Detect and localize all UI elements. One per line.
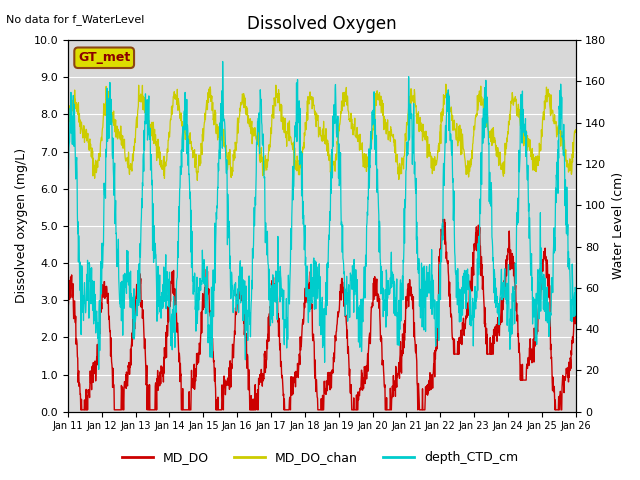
- depth_CTD_cm: [95, 367, 102, 372]
- MD_DO: [291, 380, 298, 385]
- MD_DO: [353, 407, 361, 413]
- Title: Dissolved Oxygen: Dissolved Oxygen: [247, 15, 397, 33]
- MD_DO_chan: [442, 81, 450, 87]
- Text: GT_met: GT_met: [78, 51, 131, 64]
- MD_DO_chan: [572, 127, 579, 132]
- MD_DO: [124, 362, 132, 368]
- Line: MD_DO_chan: MD_DO_chan: [68, 84, 575, 180]
- MD_DO_chan: [353, 125, 361, 131]
- depth_CTD_cm: [354, 296, 362, 301]
- depth_CTD_cm: [300, 212, 307, 218]
- depth_CTD_cm: [572, 290, 579, 296]
- Text: No data for f_WaterLevel: No data for f_WaterLevel: [6, 14, 145, 25]
- MD_DO_chan: [193, 178, 201, 183]
- MD_DO_chan: [291, 164, 298, 170]
- MD_DO: [300, 321, 307, 327]
- depth_CTD_cm: [219, 59, 227, 64]
- MD_DO: [64, 315, 72, 321]
- MD_DO: [280, 391, 287, 397]
- MD_DO_chan: [64, 127, 72, 133]
- Line: depth_CTD_cm: depth_CTD_cm: [68, 61, 575, 370]
- Y-axis label: Water Level (cm): Water Level (cm): [612, 172, 625, 279]
- MD_DO_chan: [300, 146, 307, 152]
- Line: MD_DO: MD_DO: [68, 219, 575, 410]
- depth_CTD_cm: [64, 156, 72, 162]
- depth_CTD_cm: [124, 258, 132, 264]
- depth_CTD_cm: [280, 336, 288, 342]
- MD_DO_chan: [124, 155, 132, 160]
- depth_CTD_cm: [104, 138, 111, 144]
- Legend: MD_DO, MD_DO_chan, depth_CTD_cm: MD_DO, MD_DO_chan, depth_CTD_cm: [116, 446, 524, 469]
- MD_DO: [104, 300, 111, 306]
- MD_DO: [572, 310, 579, 316]
- MD_DO: [77, 407, 84, 413]
- MD_DO: [441, 216, 449, 222]
- depth_CTD_cm: [291, 139, 298, 144]
- Y-axis label: Dissolved oxygen (mg/L): Dissolved oxygen (mg/L): [15, 148, 28, 303]
- MD_DO_chan: [103, 95, 111, 101]
- MD_DO_chan: [280, 120, 287, 125]
